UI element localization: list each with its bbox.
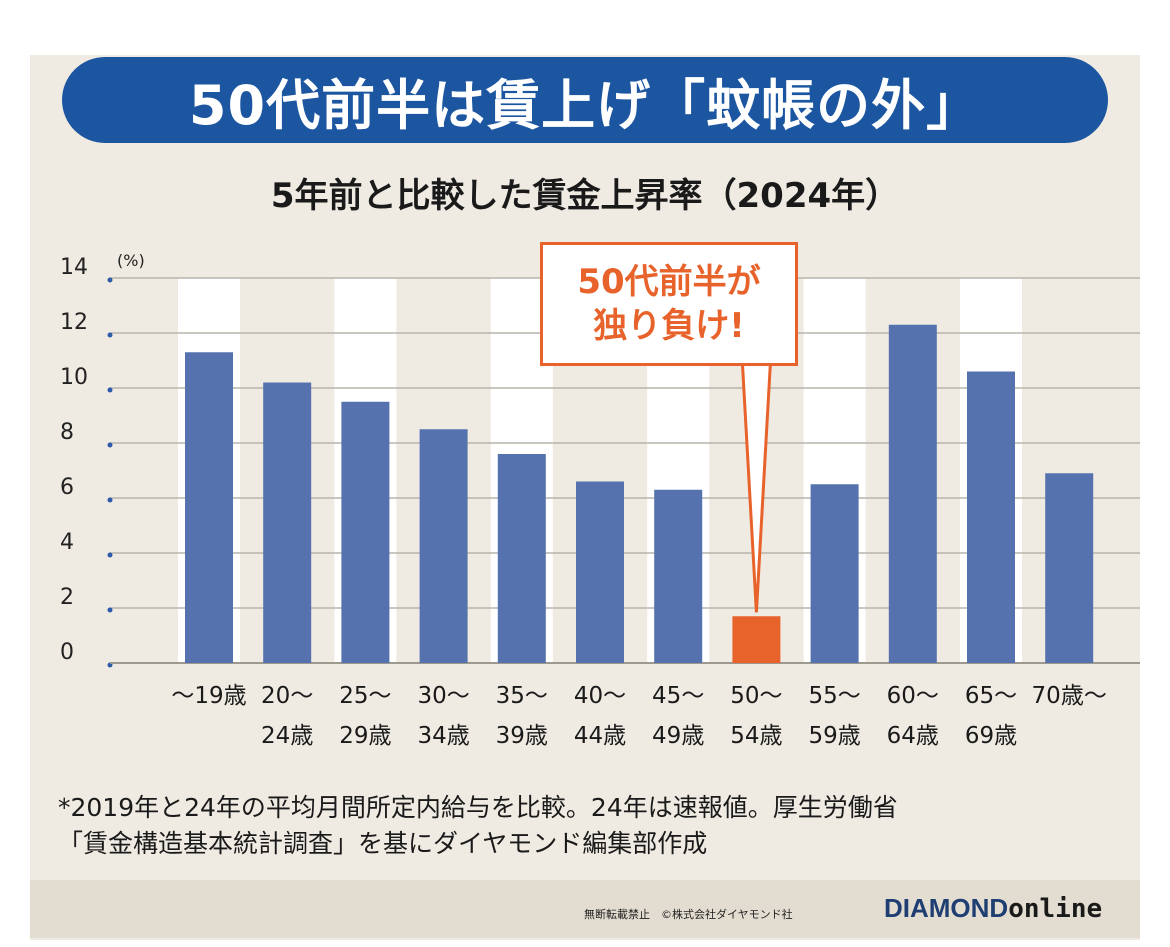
bar [576, 481, 624, 663]
tick-dot [107, 552, 113, 558]
tick-dot [107, 277, 113, 283]
x-category-label: 24歳 [261, 723, 313, 749]
x-category-label: 35〜 [496, 683, 548, 709]
tick-dot [107, 332, 113, 338]
callout-line2: 独り負け! [593, 306, 745, 346]
chart-title: 50代前半は賃上げ「蚊帳の外」 [188, 73, 982, 137]
x-category-label: 65〜 [965, 683, 1017, 709]
y-tick-label: 0 [60, 640, 74, 665]
x-category-label: 55〜 [808, 683, 860, 709]
bar [497, 454, 546, 663]
bar [263, 382, 312, 663]
bar [732, 616, 781, 663]
callout-line1: 50代前半が [577, 262, 761, 302]
bar [967, 371, 1015, 663]
y-tick-label: 10 [60, 365, 88, 390]
x-category-label: 34歳 [417, 723, 469, 749]
y-tick-label: 4 [60, 530, 74, 555]
tick-dot [107, 387, 113, 393]
x-category-label: 50〜 [730, 683, 782, 709]
callout-box: 50代前半が 独り負け! [540, 242, 798, 366]
x-category-label: 70歳〜 [1032, 683, 1107, 709]
x-category-label: 25〜 [339, 683, 391, 709]
y-tick-label: 8 [60, 420, 74, 445]
bar [1045, 473, 1094, 663]
x-category-label: 44歳 [574, 723, 626, 749]
bar [341, 401, 390, 663]
title-banner: 50代前半は賃上げ「蚊帳の外」 [62, 57, 1108, 143]
x-category-label: 30〜 [417, 683, 469, 709]
y-tick-label: 2 [60, 585, 74, 610]
x-category-label: 45〜 [652, 683, 704, 709]
source-note: *2019年と24年の平均月間所定内給与を比較。24年は速報値。厚生労働省 「賃… [58, 790, 1138, 862]
source-note-line1: *2019年と24年の平均月間所定内給与を比較。24年は速報値。厚生労働省 [58, 793, 898, 822]
bar [654, 489, 703, 663]
y-tick-label: 6 [60, 475, 74, 500]
x-category-label: 59歳 [808, 723, 860, 749]
y-axis-unit: (%) [117, 251, 145, 270]
brand-name: DIAMOND [884, 893, 1009, 923]
chart-subtitle: 5年前と比較した賃金上昇率（2024年） [270, 176, 900, 216]
x-category-label: 54歳 [730, 723, 782, 749]
x-category-label: 〜19歳 [171, 683, 246, 709]
bar [810, 484, 859, 663]
source-note-line2: 「賃金構造基本統計調査」を基にダイヤモンド編集部作成 [58, 829, 708, 858]
x-category-label: 29歳 [339, 723, 391, 749]
bar [185, 352, 233, 663]
x-category-label: 49歳 [652, 723, 704, 749]
brand-logo: DIAMONDonline [884, 893, 1102, 924]
x-category-label: 39歳 [496, 723, 548, 749]
brand-suffix: online [1008, 894, 1103, 924]
y-tick-label: 12 [60, 310, 88, 335]
bar [888, 324, 937, 663]
x-category-label: 69歳 [965, 723, 1017, 749]
x-category-label: 40〜 [574, 683, 626, 709]
x-category-label: 60〜 [887, 683, 939, 709]
bar [419, 429, 468, 663]
x-category-label: 64歳 [887, 723, 939, 749]
copyright-text: 無断転載禁止 ©株式会社ダイヤモンド社 [584, 908, 793, 921]
x-category-label: 20〜 [261, 683, 313, 709]
footer-bar [30, 880, 1140, 938]
tick-dot [107, 497, 113, 503]
tick-dot [107, 607, 113, 613]
y-tick-label: 14 [60, 255, 88, 280]
tick-dot [107, 442, 113, 448]
callout-pointer [740, 362, 772, 613]
